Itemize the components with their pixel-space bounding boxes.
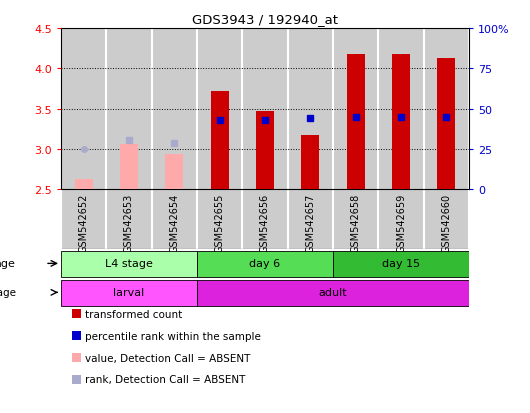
Text: transformed count: transformed count bbox=[85, 309, 182, 319]
Text: rank, Detection Call = ABSENT: rank, Detection Call = ABSENT bbox=[85, 375, 246, 385]
Bar bbox=[61, 29, 107, 190]
Text: GSM542652: GSM542652 bbox=[78, 193, 89, 252]
Text: day 15: day 15 bbox=[382, 259, 420, 269]
Bar bbox=[197, 280, 469, 306]
Bar bbox=[197, 251, 333, 278]
Bar bbox=[378, 190, 423, 250]
Bar bbox=[333, 251, 469, 278]
Bar bbox=[120, 145, 138, 190]
Bar bbox=[288, 29, 333, 190]
Text: GSM542659: GSM542659 bbox=[396, 193, 406, 252]
Text: L4 stage: L4 stage bbox=[105, 259, 153, 269]
Text: GSM542654: GSM542654 bbox=[169, 193, 179, 252]
Title: GDS3943 / 192940_at: GDS3943 / 192940_at bbox=[192, 13, 338, 26]
Bar bbox=[242, 190, 288, 250]
Bar bbox=[256, 112, 274, 190]
Text: percentile rank within the sample: percentile rank within the sample bbox=[85, 331, 261, 341]
Bar bbox=[197, 190, 242, 250]
Bar bbox=[423, 29, 469, 190]
Text: day 6: day 6 bbox=[250, 259, 280, 269]
Bar bbox=[61, 190, 107, 250]
Text: adult: adult bbox=[319, 288, 347, 298]
Bar bbox=[378, 29, 423, 190]
Bar bbox=[75, 180, 93, 190]
Text: GSM542653: GSM542653 bbox=[124, 193, 134, 252]
Text: larval: larval bbox=[113, 288, 145, 298]
Bar bbox=[333, 190, 378, 250]
Bar bbox=[301, 136, 320, 190]
Text: age: age bbox=[0, 259, 15, 269]
Bar bbox=[210, 92, 229, 190]
Bar bbox=[152, 190, 197, 250]
Bar bbox=[197, 29, 242, 190]
Bar bbox=[347, 55, 365, 190]
Bar bbox=[107, 190, 152, 250]
Text: GSM542656: GSM542656 bbox=[260, 193, 270, 252]
Bar bbox=[107, 29, 152, 190]
Bar bbox=[61, 280, 197, 306]
Bar bbox=[423, 190, 469, 250]
Text: development stage: development stage bbox=[0, 288, 15, 298]
Bar bbox=[242, 29, 288, 190]
Bar bbox=[437, 59, 455, 190]
Bar bbox=[288, 190, 333, 250]
Bar bbox=[333, 29, 378, 190]
Text: GSM542657: GSM542657 bbox=[305, 193, 315, 252]
Text: GSM542655: GSM542655 bbox=[215, 193, 225, 252]
Bar bbox=[392, 55, 410, 190]
Text: value, Detection Call = ABSENT: value, Detection Call = ABSENT bbox=[85, 353, 251, 363]
Text: GSM542658: GSM542658 bbox=[351, 193, 361, 252]
Text: GSM542660: GSM542660 bbox=[441, 193, 452, 252]
Bar bbox=[165, 154, 183, 190]
Bar bbox=[152, 29, 197, 190]
Bar bbox=[61, 251, 197, 278]
